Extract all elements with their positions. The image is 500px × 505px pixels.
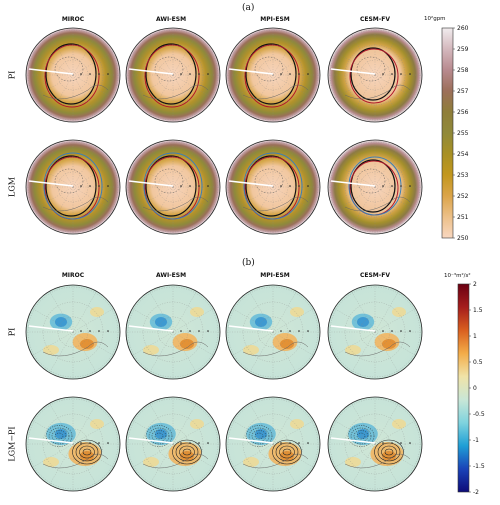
colorbar-b-unit: 10⁻³m²/s² — [444, 273, 471, 279]
model-title-miroc-b: MIROC — [61, 272, 85, 279]
colorbar-b-tick-label: 2 — [473, 281, 477, 288]
colorbar-b-tick-label: 1.5 — [473, 307, 483, 314]
map-b-cesm-fv-lgmpi — [327, 396, 423, 492]
model-title-cesm-a: CESM-FV — [359, 16, 391, 23]
map-b-mpi-esm-lgmpi — [225, 396, 321, 492]
colorbar-a-tick-label: 252 — [457, 193, 469, 200]
colorbar-b: -2 -1.5 -1 -0.5 0 0.5 1 1.5 2 — [457, 281, 485, 496]
colorbar-b-tick-label: -1.5 — [473, 463, 485, 470]
colorbar-a-tick-label: 251 — [457, 214, 469, 221]
colorbar-b-tick-label: 1 — [473, 333, 477, 340]
map-a-miroc-pi — [25, 27, 121, 123]
panel-label-b: (b) — [242, 258, 255, 268]
colorbar-a-tick-label: 253 — [457, 172, 469, 179]
map-b-miroc-lgmpi — [25, 396, 121, 492]
colorbar-a-bar — [441, 27, 454, 239]
model-title-mpi-b: MPI-ESM — [260, 272, 290, 279]
map-a-awi-esm-pi — [125, 27, 221, 123]
colorbar-b-tick-label: 0.5 — [473, 359, 483, 366]
map-a-awi-esm-lgm — [125, 139, 221, 235]
colorbar-b-tick-label: 0 — [473, 385, 477, 392]
map-a-miroc-lgm — [25, 139, 121, 235]
model-title-mpi-a: MPI-ESM — [260, 16, 290, 23]
map-b-miroc-pi — [25, 284, 121, 380]
colorbar-a-tick-label: 257 — [457, 88, 469, 95]
model-title-cesm-b: CESM-FV — [359, 272, 391, 279]
map-a-cesm-fv-lgm — [327, 139, 423, 235]
colorbar-a-tick-label: 250 — [457, 235, 469, 242]
map-a-mpi-esm-pi — [225, 27, 321, 123]
colorbar-a-tick-label: 254 — [457, 151, 469, 158]
map-b-awi-esm-lgmpi — [125, 396, 221, 492]
panel-label-a: (a) — [242, 3, 255, 13]
model-title-awi-a: AWI-ESM — [155, 16, 187, 23]
map-b-cesm-fv-pi — [327, 284, 423, 380]
colorbar-a-tick-label: 259 — [457, 46, 469, 53]
map-a-mpi-esm-lgm — [225, 139, 321, 235]
colorbar-a: 250 251 252 253 254 255 256 257 258 259 260 — [441, 25, 469, 242]
colorbar-a-tick-label: 260 — [457, 25, 469, 32]
colorbar-b-tick-label: -0.5 — [473, 411, 485, 418]
colorbar-b-tick-label: -2 — [473, 489, 479, 496]
map-a-cesm-fv-pi — [327, 27, 423, 123]
colorbar-a-tick-label: 258 — [457, 67, 469, 74]
colorbar-a-tick-label: 255 — [457, 130, 469, 137]
map-b-awi-esm-pi — [125, 284, 221, 380]
model-title-miroc-a: MIROC — [61, 16, 85, 23]
model-title-awi-b: AWI-ESM — [155, 272, 187, 279]
map-b-mpi-esm-pi — [225, 284, 321, 380]
colorbar-a-tick-label: 256 — [457, 109, 469, 116]
colorbar-b-bar — [457, 283, 470, 493]
colorbar-a-unit: 10²gpm — [424, 16, 446, 22]
colorbar-b-tick-label: -1 — [473, 437, 479, 444]
